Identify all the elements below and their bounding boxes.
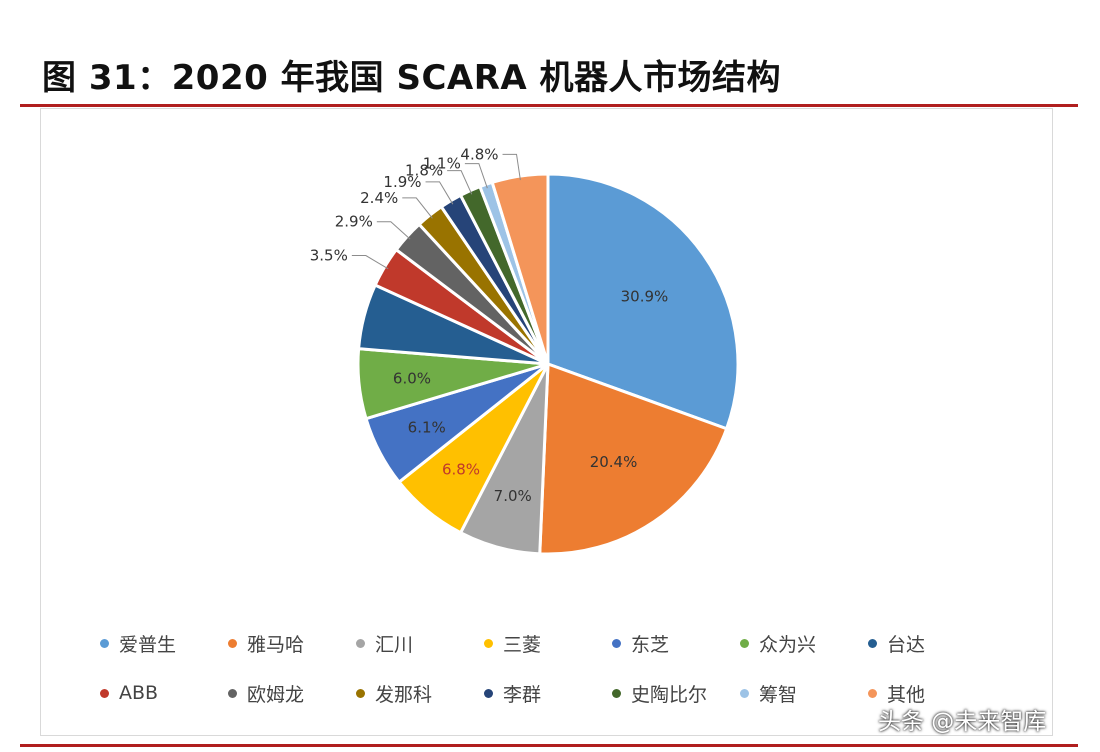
data-label-8: 2.9% xyxy=(335,213,373,231)
legend-label-8: 欧姆龙 xyxy=(247,683,305,706)
legend-label-12: 筹智 xyxy=(759,683,798,706)
figure-title: 图 31：2020 年我国 SCARA 机器人市场结构 xyxy=(42,58,782,98)
legend-item-3: 三菱 xyxy=(484,628,612,658)
legend-label-1: 雅马哈 xyxy=(247,633,305,656)
leader-line-8 xyxy=(376,221,411,240)
data-label-2: 7.0% xyxy=(494,487,532,505)
bottom-rule xyxy=(20,744,1078,747)
legend-item-9: 发那科 xyxy=(356,678,484,708)
legend-swatch-6 xyxy=(868,638,877,648)
legend-swatch-7 xyxy=(100,688,109,698)
data-label-7: 3.5% xyxy=(310,247,348,265)
legend-swatch-5 xyxy=(740,638,749,648)
leader-line-10 xyxy=(425,181,454,205)
data-label-0: 30.9% xyxy=(621,287,669,305)
legend-swatch-2 xyxy=(356,638,365,648)
chart-frame xyxy=(40,108,1053,736)
legend-item-7: ABB xyxy=(100,678,228,708)
data-label-9: 2.4% xyxy=(360,189,398,207)
legend-label-3: 三菱 xyxy=(503,633,542,656)
legend-item-13: 其他 xyxy=(868,678,996,708)
legend-label-13: 其他 xyxy=(887,683,926,706)
data-label-3: 6.8% xyxy=(442,461,480,479)
legend-swatch-3 xyxy=(484,638,493,648)
legend-label-0: 爱普生 xyxy=(119,633,177,656)
top-rule xyxy=(20,104,1078,107)
pie-slice-0 xyxy=(546,172,740,431)
legend-label-11: 史陶比尔 xyxy=(631,683,708,706)
legend-item-6: 台达 xyxy=(868,628,996,658)
data-label-10: 1.9% xyxy=(383,173,421,191)
legend-item-0: 爱普生 xyxy=(100,628,228,658)
legend-swatch-9 xyxy=(356,688,365,698)
legend-item-10: 李群 xyxy=(484,678,612,708)
legend-label-4: 东芝 xyxy=(631,633,670,656)
legend-swatch-12 xyxy=(740,688,749,698)
legend-swatch-8 xyxy=(228,688,237,698)
legend-swatch-10 xyxy=(484,688,493,698)
legend-swatch-1 xyxy=(228,638,237,648)
legend-item-8: 欧姆龙 xyxy=(228,678,356,708)
legend-item-12: 筹智 xyxy=(740,678,868,708)
data-label-12: 1.1% xyxy=(423,155,461,173)
chart-legend: 爱普生 雅马哈 汇川 三菱 东芝 众为兴 台达 ABB 欧姆龙 发那科 李群 史陶比尔 筹智 其他 xyxy=(100,628,1000,708)
legend-swatch-11 xyxy=(612,688,621,698)
legend-swatch-4 xyxy=(612,638,621,648)
legend-swatch-0 xyxy=(100,638,109,648)
data-label-4: 6.1% xyxy=(408,418,446,436)
leader-line-11 xyxy=(447,170,473,195)
data-label-11: 1.8% xyxy=(405,162,443,180)
pie-slice-1 xyxy=(538,361,729,556)
data-label-1: 20.4% xyxy=(590,453,638,471)
legend-swatch-13 xyxy=(868,688,877,698)
leader-line-9 xyxy=(402,197,433,219)
leader-line-7 xyxy=(351,255,389,270)
legend-label-9: 发那科 xyxy=(375,683,433,706)
legend-item-4: 东芝 xyxy=(612,628,740,658)
data-label-5: 6.0% xyxy=(393,369,431,387)
legend-label-2: 汇川 xyxy=(375,633,414,656)
legend-item-5: 众为兴 xyxy=(740,628,868,658)
data-label-13: 4.8% xyxy=(460,145,498,163)
legend-item-2: 汇川 xyxy=(356,628,484,658)
legend-item-11: 史陶比尔 xyxy=(612,678,740,708)
leader-line-12 xyxy=(464,163,488,189)
leader-line-13 xyxy=(502,153,521,181)
watermark-text: 头条 @未来智库 xyxy=(878,709,1047,735)
legend-label-10: 李群 xyxy=(503,683,542,706)
legend-label-5: 众为兴 xyxy=(759,633,817,656)
legend-label-6: 台达 xyxy=(887,633,926,656)
legend-item-1: 雅马哈 xyxy=(228,628,356,658)
legend-label-7: ABB xyxy=(119,682,159,704)
